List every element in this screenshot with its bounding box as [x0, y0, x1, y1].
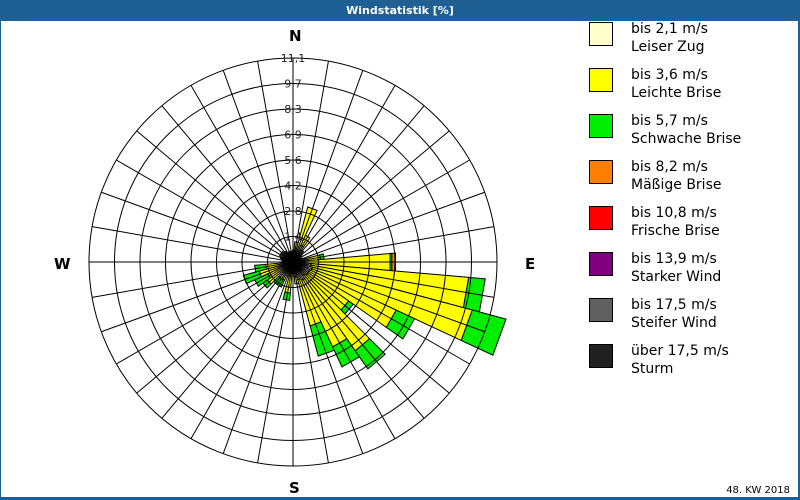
legend-swatch — [589, 22, 613, 46]
legend-swatch — [589, 206, 613, 230]
radial-tick-label: 6,9 — [284, 129, 302, 142]
wind-sector — [309, 321, 335, 357]
legend-swatch — [589, 344, 613, 368]
legend-swatch — [589, 252, 613, 276]
radial-tick-label: 9,7 — [284, 78, 302, 91]
radial-tick-label: 8,3 — [284, 103, 302, 116]
wind-sector — [460, 309, 507, 356]
south-label: S — [289, 479, 300, 497]
radial-tick-label: 1,4 — [284, 231, 302, 244]
east-label: E — [525, 255, 536, 273]
radial-tick-label: 11,1 — [281, 52, 306, 65]
legend-swatch — [589, 68, 613, 92]
week-label: 48. KW 2018 — [726, 485, 790, 496]
chart-title: Windstatistik [%] — [0, 0, 800, 21]
legend-swatch — [589, 298, 613, 322]
radial-tick-label: 2,8 — [284, 205, 302, 218]
north-label: N — [289, 27, 302, 45]
radial-tick-label: 5,6 — [284, 154, 302, 167]
legend-swatch — [589, 160, 613, 184]
legend-swatch — [589, 114, 613, 138]
west-label: W — [54, 255, 71, 273]
radial-tick-label: 4,2 — [284, 180, 302, 193]
chart-panel — [1, 21, 798, 497]
